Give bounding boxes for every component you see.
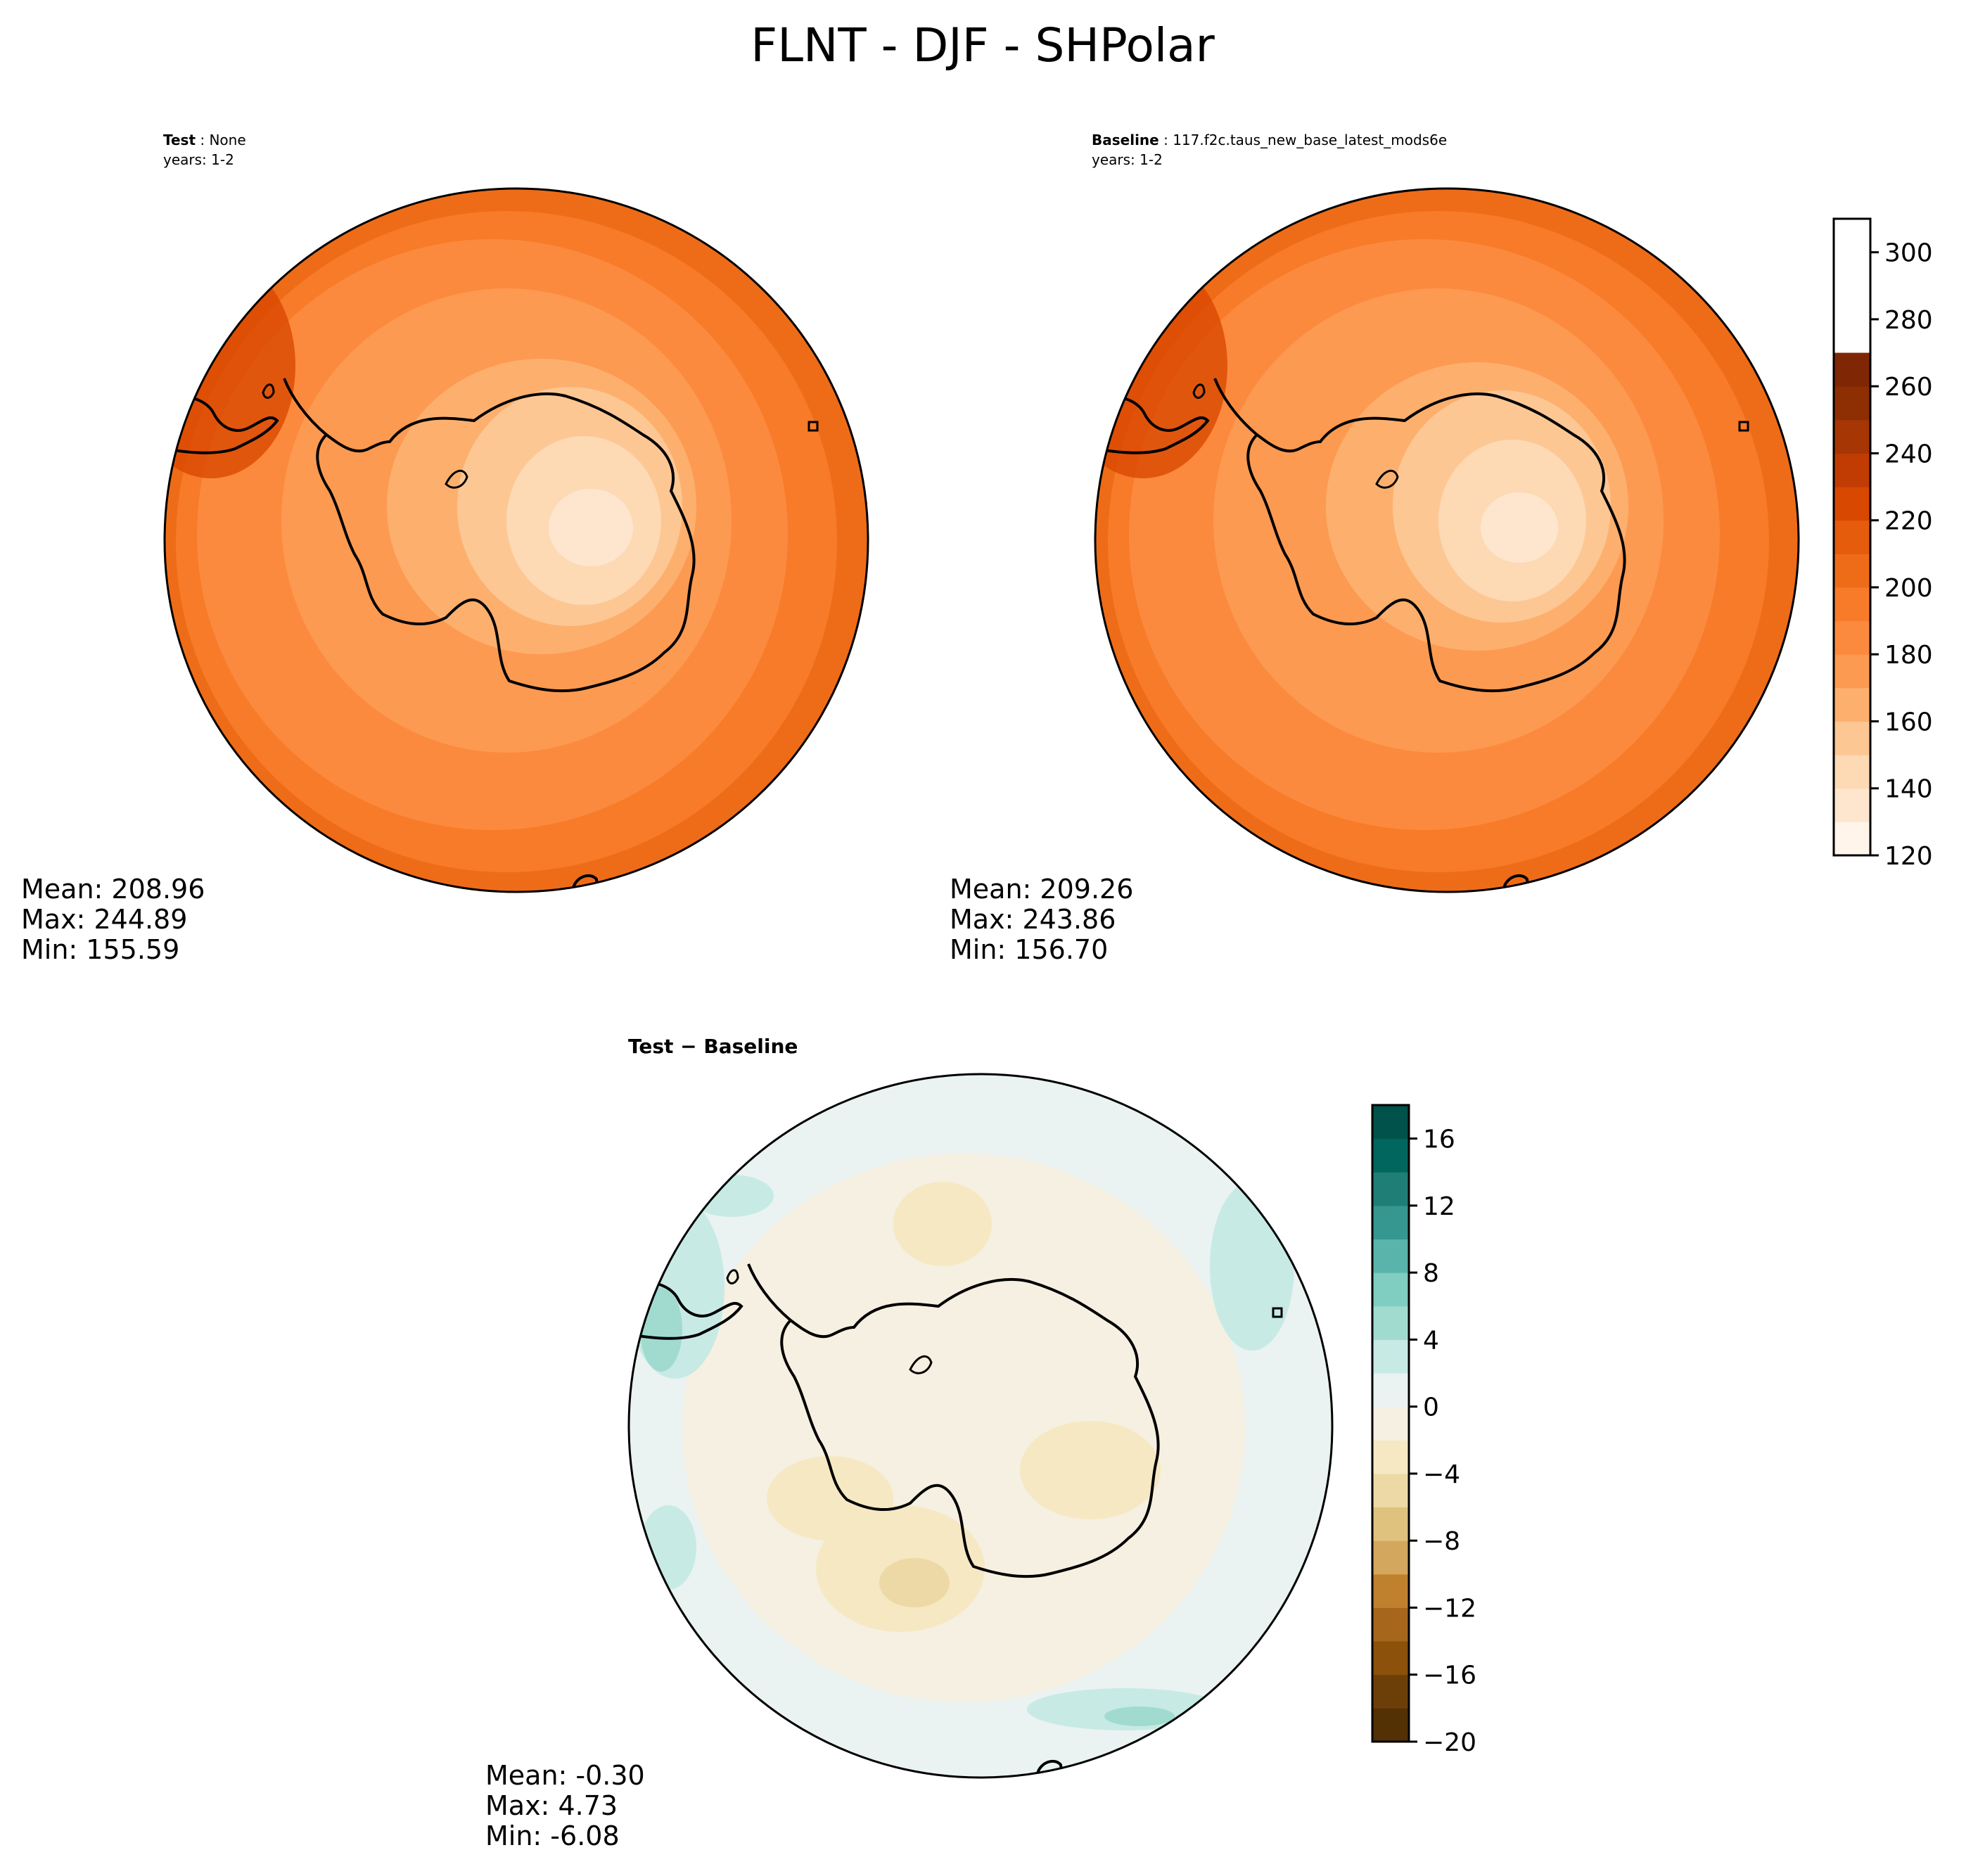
difference-colorbar-color-band <box>1372 1507 1409 1541</box>
difference-panel: Test − Baseline Mean: -0.30 Max: 4.73 Mi… <box>485 1035 1334 1851</box>
absolute-colorbar-color-band <box>1834 520 1870 554</box>
difference-max: Max: 4.73 <box>485 1790 618 1821</box>
absolute-colorbar-color-band <box>1834 822 1870 856</box>
baseline-min: Min: 156.70 <box>950 934 1108 965</box>
difference-colorbar-tick-label: −12 <box>1423 1594 1476 1623</box>
test-min: Min: 155.59 <box>21 934 179 965</box>
absolute-colorbar-tick-label: 280 <box>1884 306 1933 335</box>
absolute-colorbar-color-band <box>1834 386 1870 421</box>
difference-mean: Mean: -0.30 <box>485 1760 645 1791</box>
absolute-colorbar-color-band <box>1834 654 1870 689</box>
absolute-colorbar-tick-label: 240 <box>1884 440 1933 468</box>
difference-map-boundary <box>627 1073 1334 1779</box>
difference-colorbar-color-band <box>1372 1440 1409 1474</box>
test-map-boundary <box>163 187 869 893</box>
difference-colorbar-tick-label: 16 <box>1423 1125 1455 1154</box>
baseline-label: Baseline : 117.f2c.taus_new_base_latest_… <box>1092 132 1447 148</box>
absolute-colorbar-color-band <box>1834 620 1870 655</box>
difference-min: Min: -6.08 <box>485 1820 620 1851</box>
test-years: years: 1-2 <box>163 151 234 168</box>
difference-colorbar-color-band <box>1372 1373 1409 1408</box>
difference-colorbar-color-band <box>1372 1105 1409 1140</box>
difference-colorbar-color-band <box>1372 1138 1409 1173</box>
absolute-colorbar-color-band <box>1834 419 1870 454</box>
difference-colorbar-tick-label: −16 <box>1423 1661 1476 1690</box>
difference-colorbar-color-band <box>1372 1406 1409 1441</box>
difference-colorbar-tick-label: 0 <box>1423 1393 1439 1422</box>
difference-colorbar-color-band <box>1372 1172 1409 1206</box>
difference-colorbar-frame <box>1371 1104 1410 1743</box>
baseline-panel: Baseline : 117.f2c.taus_new_base_latest_… <box>950 132 1800 965</box>
difference-colorbar-color-band <box>1372 1473 1409 1508</box>
absolute-colorbar-tick-label: 200 <box>1884 574 1933 603</box>
difference-colorbar-color-band <box>1372 1272 1409 1307</box>
test-label: Test : None <box>163 132 246 148</box>
difference-colorbar-tick-label: −20 <box>1423 1728 1476 1757</box>
difference-colorbar-color-band <box>1372 1574 1409 1608</box>
absolute-colorbar-tick-label: 120 <box>1884 842 1933 871</box>
absolute-colorbar-tick-label: 160 <box>1884 708 1933 736</box>
figure-title: FLNT - DJF - SHPolar <box>751 18 1215 72</box>
difference-colorbar-color-band <box>1372 1205 1409 1240</box>
test-max: Max: 244.89 <box>21 904 187 935</box>
baseline-mean: Mean: 209.26 <box>950 874 1133 905</box>
difference-map <box>629 1074 1332 1778</box>
absolute-colorbar-color-band <box>1834 587 1870 622</box>
difference-colorbar-color-band <box>1372 1708 1409 1742</box>
absolute-colorbar-color-band <box>1834 453 1870 487</box>
absolute-colorbar-color-band <box>1834 487 1870 521</box>
absolute-colorbar-color-band <box>1834 721 1870 755</box>
absolute-colorbar-tick-label: 220 <box>1884 507 1933 536</box>
absolute-colorbar-color-band <box>1834 788 1870 822</box>
baseline-max: Max: 243.86 <box>950 904 1116 935</box>
baseline-map-boundary <box>1094 187 1800 893</box>
difference-colorbar: −20 −16 −12 −8 −4 0 4 8 12 16 <box>1371 1104 1476 1757</box>
absolute-colorbar-frame <box>1832 217 1872 857</box>
absolute-colorbar-color-band <box>1834 687 1870 722</box>
difference-colorbar-color-band <box>1372 1674 1409 1709</box>
absolute-colorbar-tick-label: 260 <box>1884 373 1933 402</box>
test-map <box>165 189 868 892</box>
difference-colorbar-color-band <box>1372 1607 1409 1642</box>
difference-colorbar-tick-label: 4 <box>1423 1326 1439 1355</box>
difference-colorbar-color-band <box>1372 1239 1409 1273</box>
difference-colorbar-tick-label: −4 <box>1423 1460 1460 1489</box>
difference-colorbar-tick-label: −8 <box>1423 1527 1460 1556</box>
absolute-colorbar-tick-label: 180 <box>1884 641 1933 670</box>
difference-colorbar-color-band <box>1372 1339 1409 1374</box>
test-panel: Test : None years: 1-2 Mean: 208.96 Max:… <box>21 132 869 965</box>
difference-colorbar-tick-label: 12 <box>1423 1192 1455 1221</box>
absolute-colorbar-color-band <box>1834 755 1870 789</box>
difference-colorbar-color-band <box>1372 1306 1409 1340</box>
difference-colorbar-color-band <box>1372 1540 1409 1575</box>
test-mean: Mean: 208.96 <box>21 874 205 905</box>
absolute-colorbar-color-band <box>1834 352 1870 387</box>
absolute-colorbar: 120 140 160 180 200 220 240 260 280 300 <box>1832 217 1933 871</box>
baseline-map <box>1095 189 1799 892</box>
baseline-years: years: 1-2 <box>1092 151 1163 168</box>
difference-colorbar-color-band <box>1372 1641 1409 1676</box>
difference-title: Test − Baseline <box>628 1035 798 1058</box>
absolute-colorbar-color-band <box>1834 554 1870 588</box>
difference-colorbar-tick-label: 8 <box>1423 1259 1439 1288</box>
absolute-colorbar-tick-label: 300 <box>1884 239 1933 268</box>
absolute-colorbar-tick-label: 140 <box>1884 775 1933 804</box>
